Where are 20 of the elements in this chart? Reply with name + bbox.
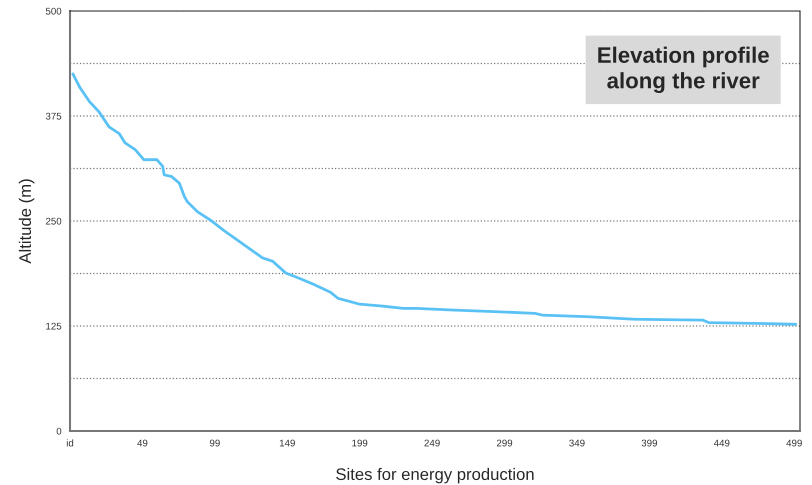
x-tick-label: 149 [280,440,295,446]
text: Elevation profile along the river [598,46,769,93]
y-axis-title: Altitude (m) [18,179,34,264]
line-series [72,72,798,326]
y-tick-label: 375 [46,112,62,120]
x-tick-label: 49 [137,440,148,446]
x-tick-label: 249 [424,440,440,446]
x-axis-title: Sites for energy production [336,468,534,484]
x-tick-label: id [66,439,74,446]
x-tick-label: 99 [210,440,220,446]
x-tick-label: 449 [714,440,730,446]
y-tick-label: 250 [46,218,62,225]
x-tick-label: 349 [569,440,585,446]
y-tick-label: 0 [56,428,62,435]
x-tick-label: 299 [496,440,512,446]
y-tick-label: 125 [46,322,62,330]
x-tick-label: 499 [786,440,802,446]
y-tick-label: 500 [46,8,62,15]
x-tick-label: 199 [352,440,368,446]
x-tick-label: 399 [642,440,658,446]
